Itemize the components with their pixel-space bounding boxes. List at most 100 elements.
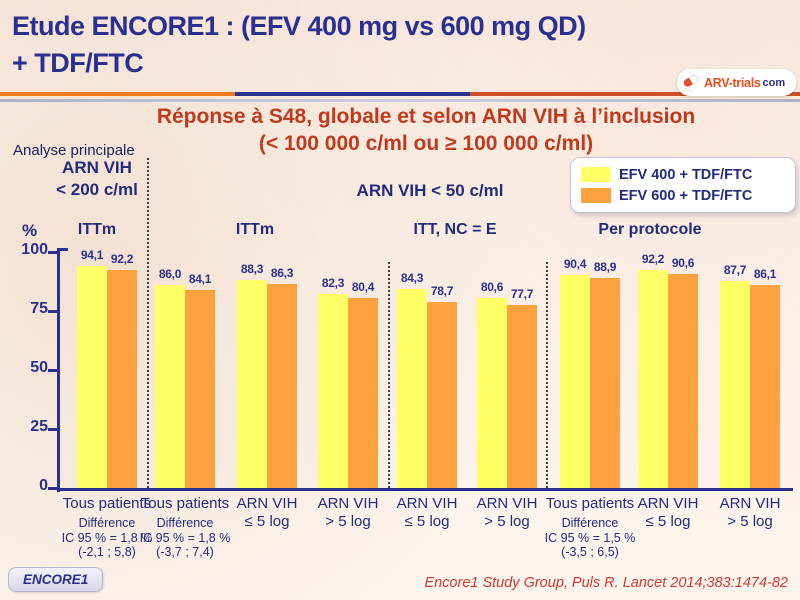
bar-efv400: [638, 270, 668, 488]
x-category-line: Tous patients: [140, 495, 230, 512]
difference-line: IC 95 % = 1,8 %: [61, 530, 153, 545]
section-label-arn-200: ARN VIH < 200 c/ml: [56, 157, 138, 201]
slide-title: Etude ENCORE1 : (EFV 400 mg vs 600 mg QD…: [12, 8, 586, 82]
x-category-label: Tous patients: [51, 495, 163, 513]
bar-value-label: 84,3: [400, 271, 424, 286]
x-category-line: ARN VIH: [719, 495, 781, 512]
x-category-line: ≤ 5 log: [404, 512, 450, 530]
bar-efv400: [318, 293, 348, 488]
bar-value-label: 87,7: [723, 263, 747, 278]
bar-efv400: [720, 281, 750, 488]
title-divider-silver: [0, 99, 800, 102]
legend-swatch-efv600: [581, 188, 611, 203]
section1-line-1: ARN VIH: [62, 158, 132, 177]
x-category-line: ≤ 5 log: [244, 512, 290, 530]
bar-efv600: [590, 278, 620, 488]
y-axis-line: [57, 248, 60, 492]
analysis-group-label: ITT, NC = E: [413, 221, 497, 238]
difference-note: Différence IC 95 % = 1,8 % (-2,1 ; 5,8): [37, 516, 177, 560]
difference-line: Différence: [78, 516, 136, 530]
x-category-line: > 5 log: [325, 512, 371, 530]
x-category-line: Tous patients: [545, 495, 635, 512]
bar-efv600: [348, 298, 378, 488]
section-separator: [147, 158, 149, 488]
bar-value-label: 88,9: [593, 260, 617, 275]
bar-efv400: [77, 265, 107, 488]
bar-efv400: [560, 274, 590, 488]
x-category-label: ARN VIH > 5 log: [694, 495, 800, 530]
subtitle-line-2: (< 100 000 c/ml ou ≥ 100 000 c/ml): [258, 132, 594, 155]
title-line-2: + TDF/FTC: [12, 48, 144, 78]
bar-efv600: [507, 304, 537, 488]
x-category-label: Tous patients: [129, 495, 241, 513]
x-category-line: > 5 log: [484, 512, 530, 530]
bar-efv400: [155, 285, 185, 488]
x-category-label: ARN VIH > 5 log: [451, 495, 563, 530]
y-tick-label: 25: [30, 418, 48, 435]
citation: Encore1 Study Group, Puls R. Lancet 2014…: [424, 575, 788, 591]
x-axis-line: [57, 488, 793, 491]
bar-value-label: 86,0: [158, 267, 182, 282]
section-separator: [388, 262, 390, 488]
x-category-line: ARN VIH: [637, 495, 699, 512]
difference-line: Différence: [561, 516, 619, 530]
y-tick: [48, 369, 57, 372]
x-category-label: ARN VIH ≤ 5 log: [612, 495, 724, 530]
legend-row-efv400: EFV 400 + TDF/FTC: [581, 167, 785, 183]
bar-value-label: 90,4: [563, 256, 587, 271]
divider-segment-orange: [0, 92, 235, 96]
x-category-line: > 5 log: [727, 512, 773, 530]
x-category-label: ARN VIH > 5 log: [292, 495, 404, 530]
x-category-line: ARN VIH: [396, 495, 458, 512]
difference-line: IC 95 % = 1,5 %: [544, 530, 636, 545]
legend-label-efv600: EFV 600 + TDF/FTC: [619, 187, 753, 204]
x-category-line: ARN VIH: [476, 495, 538, 512]
y-tick: [48, 310, 57, 313]
slide-subtitle: Réponse à S48, globale et selon ARN VIH …: [60, 103, 792, 157]
bar-efv600: [185, 289, 215, 488]
y-tick: [48, 251, 57, 254]
x-category-label: ARN VIH ≤ 5 log: [211, 495, 323, 530]
y-tick-label: 0: [39, 477, 48, 494]
logo-text: ARV-trials: [704, 75, 761, 90]
divider-segment-red: [470, 92, 800, 96]
bar-value-label: 90,6: [671, 256, 695, 271]
section-separator: [546, 262, 548, 488]
x-category-line: ≤ 5 log: [645, 512, 691, 530]
bar-efv600: [668, 274, 698, 488]
analysis-group-label: ITTm: [77, 221, 117, 238]
bar-value-label: 82,3: [321, 275, 345, 290]
bar-value-label: 92,2: [641, 252, 665, 267]
difference-line: (-3,5 ; 6,5): [561, 545, 619, 559]
x-category-label: Tous patients: [534, 495, 646, 513]
bar-value-label: 80,6: [480, 279, 504, 294]
pill-capsule-icon: [682, 73, 702, 93]
bar-efv400: [477, 297, 507, 488]
study-badge: ENCORE1: [8, 567, 104, 592]
difference-line: (-2,1 ; 5,8): [78, 545, 136, 559]
bar-value-label: 86,3: [270, 266, 294, 281]
bar-efv600: [750, 284, 780, 488]
difference-line: IC 95 % = 1,8 %: [139, 530, 231, 545]
legend-label-efv400: EFV 400 + TDF/FTC: [619, 166, 753, 183]
bar-efv400: [237, 279, 267, 488]
bar-value-label: 77,7: [510, 286, 534, 301]
y-axis-top-serif: [60, 248, 68, 251]
title-divider: [0, 92, 800, 96]
difference-note: Différence IC 95 % = 1,8 % (-3,7 ; 7,4): [115, 516, 255, 560]
section-label-arn-50: ARN VIH < 50 c/ml: [356, 181, 504, 200]
x-category-label: ARN VIH ≤ 5 log: [371, 495, 483, 530]
legend-swatch-efv400: [581, 167, 611, 182]
difference-note: Différence IC 95 % = 1,5 % (-3,5 ; 6,5): [520, 516, 660, 560]
y-axis-unit-label: %: [22, 221, 38, 240]
bar-value-label: 92,2: [110, 252, 134, 267]
arv-trials-logo: ARV-trials com: [677, 69, 796, 96]
bar-efv600: [107, 270, 137, 488]
bar-value-label: 88,3: [240, 261, 264, 276]
analysis-group-label: ITTm: [235, 221, 275, 238]
logo-suffix: com: [762, 76, 786, 89]
subtitle-line-1: Réponse à S48, globale et selon ARN VIH …: [156, 105, 696, 128]
bar-value-label: 84,1: [188, 271, 212, 286]
